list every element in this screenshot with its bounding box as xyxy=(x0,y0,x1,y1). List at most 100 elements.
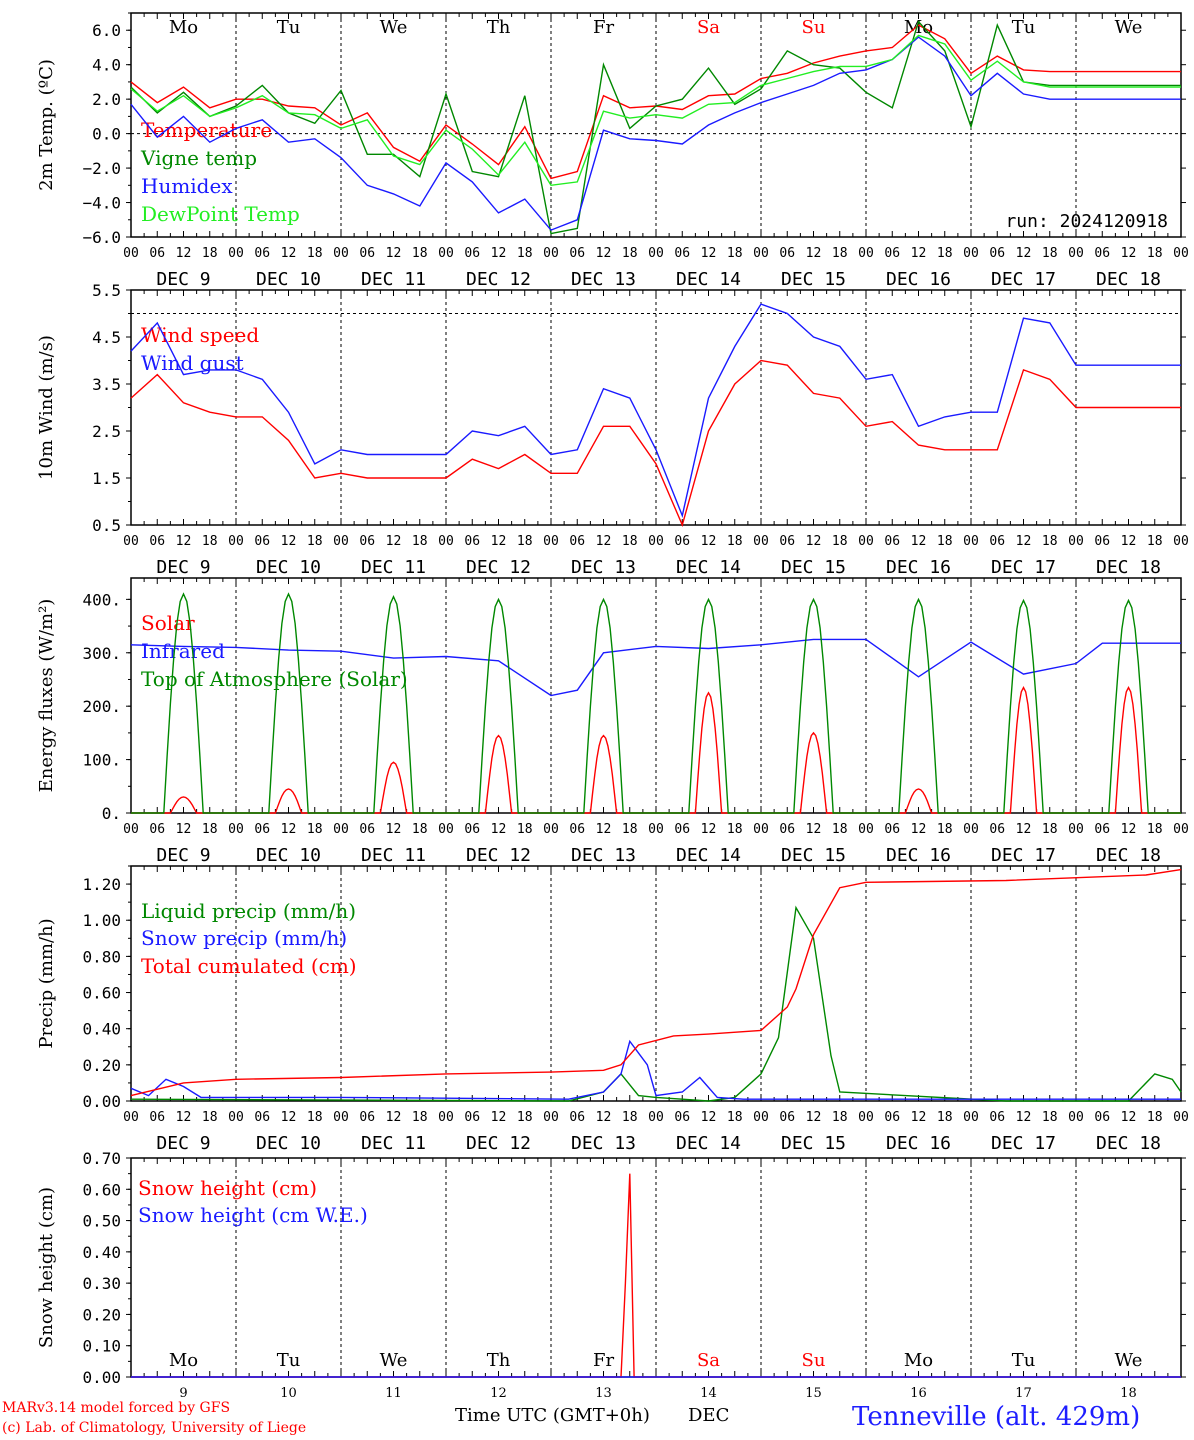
x-hour-label: 18 xyxy=(517,1110,533,1125)
dec-label: DEC xyxy=(688,1405,730,1426)
lab-credit: (c) Lab. of Climatology, University of L… xyxy=(2,1420,307,1436)
y-tick-label: 0.80 xyxy=(82,947,121,966)
x-hour-label: 06 xyxy=(569,534,585,549)
x-hour-label: 06 xyxy=(464,534,480,549)
x-hour-label: 00 xyxy=(963,822,979,837)
legend-infrared: Infrared xyxy=(141,639,225,663)
legend-snow-precip-mm-h-: Snow precip (mm/h) xyxy=(141,926,347,950)
x-hour-label: 06 xyxy=(569,822,585,837)
x-hour-label: 00 xyxy=(438,822,454,837)
x-day-number: 9 xyxy=(179,1386,187,1401)
x-date-label: DEC 9 xyxy=(156,557,210,578)
x-hour-label: 00 xyxy=(963,534,979,549)
y-tick-label: 3.5 xyxy=(92,375,121,394)
x-hour-label: 06 xyxy=(359,1110,375,1125)
panel-energy: 400. 300. 200. 100. 0. Energy fluxes (W/m²) So… xyxy=(36,577,1189,866)
y-tick-label: 100. xyxy=(82,751,121,770)
x-hour-label: 00 xyxy=(228,534,244,549)
x-hour-label: 00 xyxy=(543,246,559,261)
x-hour-label: 06 xyxy=(254,246,270,261)
series-line-liquid-precip-mm-h- xyxy=(130,905,1182,1102)
x-hour-label: 00 xyxy=(753,246,769,261)
series-line-total-cumulated-cm- xyxy=(130,868,1182,1097)
x-hour-label: 12 xyxy=(176,534,192,549)
y-tick-label: 0. xyxy=(102,804,121,823)
x-date-label: DEC 10 xyxy=(256,269,321,290)
y-tick-label: 1.20 xyxy=(82,875,121,894)
x-hour-label: 18 xyxy=(202,534,218,549)
x-date-label: DEC 16 xyxy=(886,557,951,578)
x-hour-label: 00 xyxy=(963,246,979,261)
x-hour-label: 12 xyxy=(176,1110,192,1125)
x-hour-label: 06 xyxy=(464,1110,480,1125)
x-date-label: DEC 15 xyxy=(781,1133,846,1154)
x-hour-label: 18 xyxy=(307,1110,323,1125)
y-tick-label: 0.0 xyxy=(92,125,121,144)
y-tick-label: 0.00 xyxy=(82,1092,121,1111)
x-hour-label: 18 xyxy=(1147,534,1163,549)
x-hour-label: 12 xyxy=(806,534,822,549)
x-date-label: DEC 14 xyxy=(676,845,741,866)
x-hour-label: 00 xyxy=(858,534,874,549)
x-hour-label: 06 xyxy=(149,246,165,261)
y-tick-label: 0.40 xyxy=(82,1020,121,1039)
x-hour-label: 18 xyxy=(1042,1110,1058,1125)
y-tick-label: 0.20 xyxy=(82,1305,121,1324)
x-hour-label: 00 xyxy=(228,822,244,837)
x-hour-label: 18 xyxy=(1147,246,1163,261)
x-hour-label: 12 xyxy=(806,822,822,837)
x-hour-label: 12 xyxy=(1121,822,1137,837)
legend-solar: Solar xyxy=(141,611,195,635)
x-hour-label: 12 xyxy=(701,534,717,549)
y-tick-label: 0.70 xyxy=(82,1149,121,1168)
x-hour-label: 06 xyxy=(884,246,900,261)
x-date-label: DEC 14 xyxy=(676,557,741,578)
series-line-snow-precip-mm-h- xyxy=(130,1039,1181,1100)
panel-temp: 6.0 4.0 2.0 0.0 −2.0 −4.0 −6.0 2m Temp. (ºC) Mo T… xyxy=(36,12,1189,290)
x-date-label: DEC 10 xyxy=(256,557,321,578)
day-name-we: We xyxy=(1115,1350,1143,1371)
x-hour-label: 12 xyxy=(386,246,402,261)
day-name-mo: Mo xyxy=(169,17,198,38)
day-name-mo: Mo xyxy=(169,1350,198,1371)
x-hour-label: 12 xyxy=(701,246,717,261)
y-tick-label: 0.5 xyxy=(92,516,121,535)
x-day-number: 13 xyxy=(595,1386,612,1401)
x-hour-label: 12 xyxy=(701,1110,717,1125)
x-hour-label: 18 xyxy=(622,246,638,261)
x-hour-label: 12 xyxy=(281,822,297,837)
x-hour-label: 06 xyxy=(254,1110,270,1125)
x-hour-label: 06 xyxy=(1094,822,1110,837)
x-hour-label: 00 xyxy=(858,246,874,261)
x-date-label: DEC 18 xyxy=(1096,1133,1161,1154)
x-date-label: DEC 11 xyxy=(361,1133,426,1154)
x-date-label: DEC 16 xyxy=(886,1133,951,1154)
x-hour-label: 00 xyxy=(438,246,454,261)
x-hour-label: 18 xyxy=(937,822,953,837)
x-date-label: DEC 10 xyxy=(256,1133,321,1154)
x-day-number: 17 xyxy=(1015,1386,1032,1401)
x-date-label: DEC 15 xyxy=(781,269,846,290)
x-hour-label: 18 xyxy=(307,534,323,549)
series-line-temperature xyxy=(130,24,1181,180)
legend-top-of-atmosphere-solar-: Top of Atmosphere (Solar) xyxy=(141,667,408,691)
x-date-label: DEC 11 xyxy=(361,269,426,290)
x-hour-label: 00 xyxy=(648,534,664,549)
x-hour-label: 00 xyxy=(1173,246,1189,261)
panel-wind: 5.5 4.5 3.5 2.5 1.5 0.5 10m Wind (m/s) Wind spe… xyxy=(36,281,1189,578)
legend-liquid-precip-mm-h-: Liquid precip (mm/h) xyxy=(141,899,356,923)
day-name-tu: Tu xyxy=(277,17,301,38)
day-name-tu: Tu xyxy=(277,1350,301,1371)
day-name-we: We xyxy=(380,17,408,38)
x-date-label: DEC 10 xyxy=(256,845,321,866)
series-line-wind-gust xyxy=(130,303,1181,518)
x-hour-label: 18 xyxy=(622,1110,638,1125)
day-name-mo: Mo xyxy=(904,17,933,38)
legend-snow-height-cm-: Snow height (cm) xyxy=(138,1176,317,1200)
day-name-fr: Fr xyxy=(593,17,614,38)
y-tick-label: 400. xyxy=(82,590,121,609)
series-line-top-of-atmosphere-solar- xyxy=(131,592,1181,814)
series-line-wind-speed xyxy=(130,359,1181,528)
legend-dewpoint-temp: DewPoint Temp xyxy=(141,202,300,226)
x-hour-label: 18 xyxy=(517,822,533,837)
